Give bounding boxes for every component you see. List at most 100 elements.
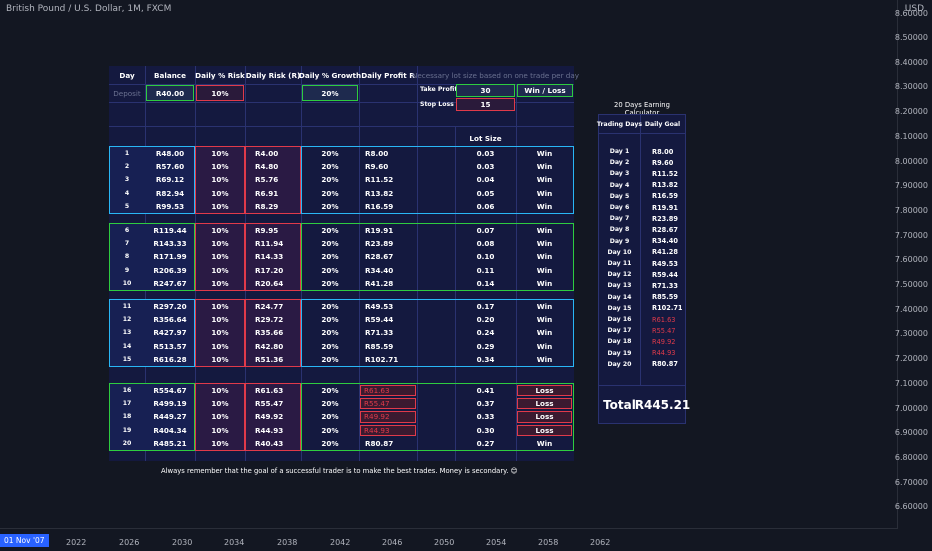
row-profit: R41.28 xyxy=(365,278,394,288)
price-tick: 7.20000 xyxy=(894,354,928,364)
row-profit: R49.92 xyxy=(364,412,390,422)
row-growth: 20% xyxy=(321,265,339,275)
row-profit: R44.93 xyxy=(364,425,390,435)
row-growth: 20% xyxy=(321,201,339,211)
growth-input-box xyxy=(302,85,358,101)
calc-goal: R16.59 xyxy=(652,192,678,201)
row-result: Loss xyxy=(535,425,554,435)
group-days-16-20-riskr-box xyxy=(245,383,301,451)
calc-goal: R9.60 xyxy=(652,158,674,167)
time-tick: 2054 xyxy=(486,538,507,547)
row-risk-r: R8.29 xyxy=(255,201,279,211)
row-balance: R449.27 xyxy=(153,412,187,422)
row-lot-size: 0.04 xyxy=(476,175,495,185)
row-profit: R23.89 xyxy=(365,239,394,249)
price-tick: 8.40000 xyxy=(894,57,928,67)
currency-label[interactable]: USD xyxy=(904,4,924,14)
calc-day: Day 13 xyxy=(607,282,632,290)
grid-hline xyxy=(109,84,574,85)
row-day: 9 xyxy=(124,266,130,274)
row-growth: 20% xyxy=(321,438,339,448)
group-days-11-15-riskr-box xyxy=(245,299,301,367)
row-growth: 20% xyxy=(321,302,339,312)
row-risk-pct: 10% xyxy=(211,425,229,435)
row-profit: R102.71 xyxy=(365,354,399,364)
group-days-6-10-left-box xyxy=(109,223,195,291)
row-result: Win xyxy=(536,149,553,159)
grid-vline xyxy=(359,66,360,461)
deposit-input[interactable]: R40.00 xyxy=(155,88,185,98)
grid-hline xyxy=(599,385,685,386)
row-lot-size: 0.05 xyxy=(476,188,495,198)
price-axis[interactable]: 8.60000 8.50000 8.40000 8.30000 8.20000 8.10… xyxy=(894,0,932,528)
row-risk-r: R55.47 xyxy=(255,399,284,409)
calc-goal: R28.67 xyxy=(652,225,678,234)
price-tick: 8.20000 xyxy=(894,107,928,117)
row-day: 19 xyxy=(122,426,132,434)
row-growth: 20% xyxy=(321,399,339,409)
chart-symbol-title: British Pound / U.S. Dollar, 1M, FXCM xyxy=(6,4,172,14)
row-risk-pct: 10% xyxy=(211,315,229,325)
group-days-6-10-riskr-box xyxy=(245,223,301,291)
row-day: 13 xyxy=(122,329,132,337)
row-balance: R57.60 xyxy=(155,162,185,172)
row-risk-r: R9.95 xyxy=(255,226,279,236)
price-tick: 8.30000 xyxy=(894,82,928,92)
growth-input[interactable]: 20% xyxy=(321,88,339,98)
row-risk-r: R5.76 xyxy=(255,175,279,185)
row-lot-size: 0.33 xyxy=(476,412,495,422)
row-lot-size: 0.14 xyxy=(476,278,495,288)
row-day: 4 xyxy=(124,189,130,197)
row-day: 3 xyxy=(124,176,130,184)
calc-goal: R19.91 xyxy=(652,203,678,212)
row-result: Loss xyxy=(535,412,554,422)
price-tick: 7.90000 xyxy=(894,181,928,191)
stop-loss-input[interactable]: 15 xyxy=(480,100,491,109)
grid-vline xyxy=(417,66,418,461)
row-result-loss-box xyxy=(517,398,572,410)
row-risk-pct: 10% xyxy=(211,149,229,159)
group-days-1-5-riskr-box xyxy=(245,146,301,214)
row-risk-pct: 10% xyxy=(211,399,229,409)
row-profit: R11.52 xyxy=(365,175,394,185)
row-risk-pct: 10% xyxy=(211,278,229,288)
row-risk-pct: 10% xyxy=(211,354,229,364)
take-profit-input[interactable]: 30 xyxy=(480,86,491,95)
calc-goal: R61.63 xyxy=(652,315,676,324)
row-balance: R82.94 xyxy=(155,188,185,198)
row-risk-r: R20.64 xyxy=(255,278,284,288)
row-risk-pct: 10% xyxy=(211,188,229,198)
price-tick: 6.60000 xyxy=(894,502,928,512)
price-tick: 8.60000 xyxy=(894,9,928,18)
row-growth: 20% xyxy=(321,278,339,288)
row-growth: 20% xyxy=(321,226,339,236)
row-risk-pct: 10% xyxy=(211,341,229,351)
row-balance: R119.44 xyxy=(153,226,187,236)
row-balance: R554.67 xyxy=(153,386,187,396)
row-lot-size: 0.10 xyxy=(476,252,495,262)
calc-goal: R13.82 xyxy=(652,181,678,190)
row-growth: 20% xyxy=(321,252,339,262)
calc-day: Day 18 xyxy=(607,338,632,346)
time-tick: 2034 xyxy=(224,538,245,547)
row-result: Win xyxy=(536,162,553,172)
row-lot-size: 0.06 xyxy=(476,201,495,211)
row-day: 10 xyxy=(122,279,132,287)
header-day: Day xyxy=(119,70,135,80)
header-daily-risk-r: Daily Risk (R) xyxy=(245,70,301,80)
stop-loss-box xyxy=(456,98,515,111)
price-tick: 7.60000 xyxy=(894,255,928,265)
calc-day: Day 10 xyxy=(607,248,632,256)
row-growth: 20% xyxy=(321,149,339,159)
row-lot-size: 0.07 xyxy=(476,226,495,236)
row-profit: R80.87 xyxy=(365,438,394,448)
calc-day: Day 17 xyxy=(607,327,632,335)
row-lot-size: 0.29 xyxy=(476,341,495,351)
row-profit: R9.60 xyxy=(365,162,389,172)
calc-goal: R85.59 xyxy=(652,293,678,302)
risk-input[interactable]: 10% xyxy=(211,88,229,98)
row-balance: R404.34 xyxy=(153,425,187,435)
row-result-loss-box xyxy=(517,385,572,397)
time-axis[interactable]: 01 Nov '07 2022 2026 2030 2034 2038 2042 2046 2… xyxy=(0,528,898,551)
row-balance: R485.21 xyxy=(153,438,187,448)
